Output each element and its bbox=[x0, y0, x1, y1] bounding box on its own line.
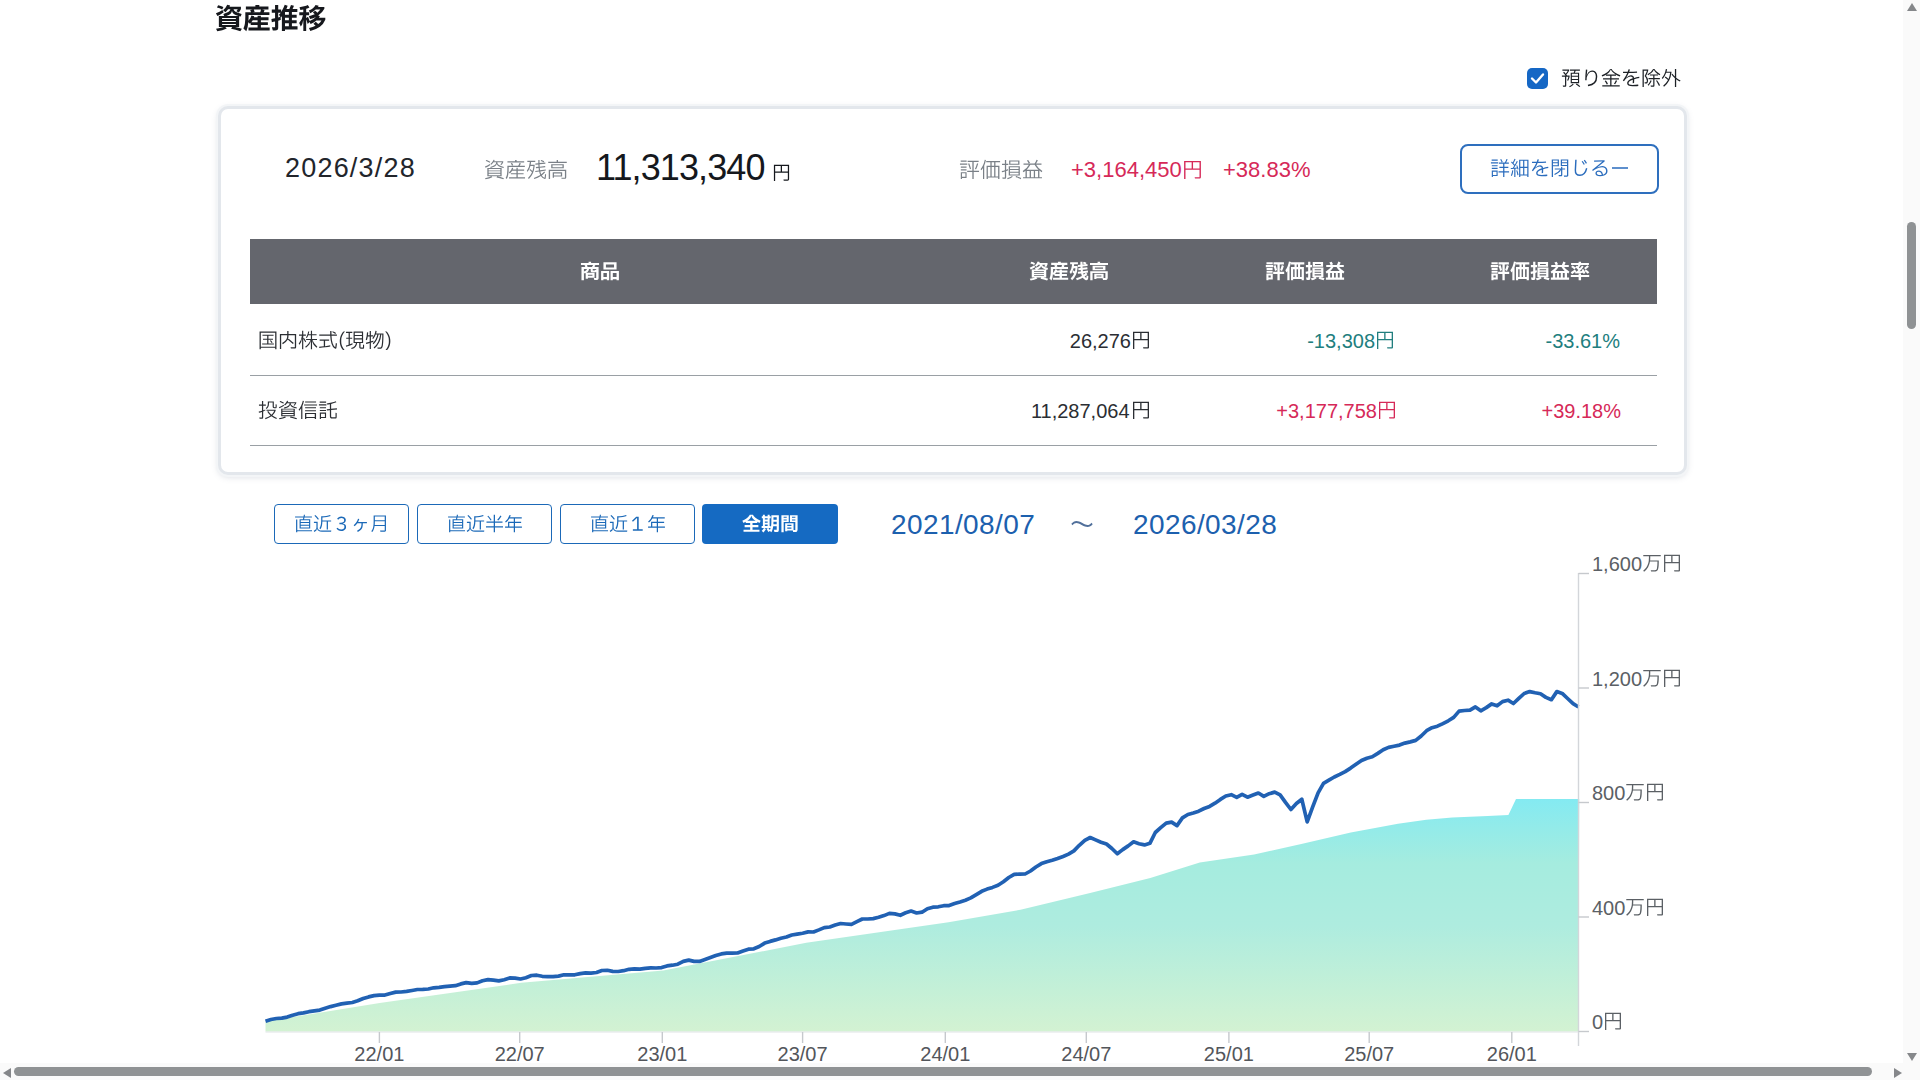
svg-text:22/07: 22/07 bbox=[495, 1043, 545, 1065]
svg-text:25/07: 25/07 bbox=[1344, 1043, 1394, 1065]
svg-text:25/01: 25/01 bbox=[1204, 1043, 1254, 1065]
svg-text:26/01: 26/01 bbox=[1487, 1043, 1537, 1065]
svg-text:23/01: 23/01 bbox=[637, 1043, 687, 1065]
svg-text:24/07: 24/07 bbox=[1061, 1043, 1111, 1065]
svg-text:23/07: 23/07 bbox=[778, 1043, 828, 1065]
svg-text:24/01: 24/01 bbox=[920, 1043, 970, 1065]
svg-text:22/01: 22/01 bbox=[354, 1043, 404, 1065]
